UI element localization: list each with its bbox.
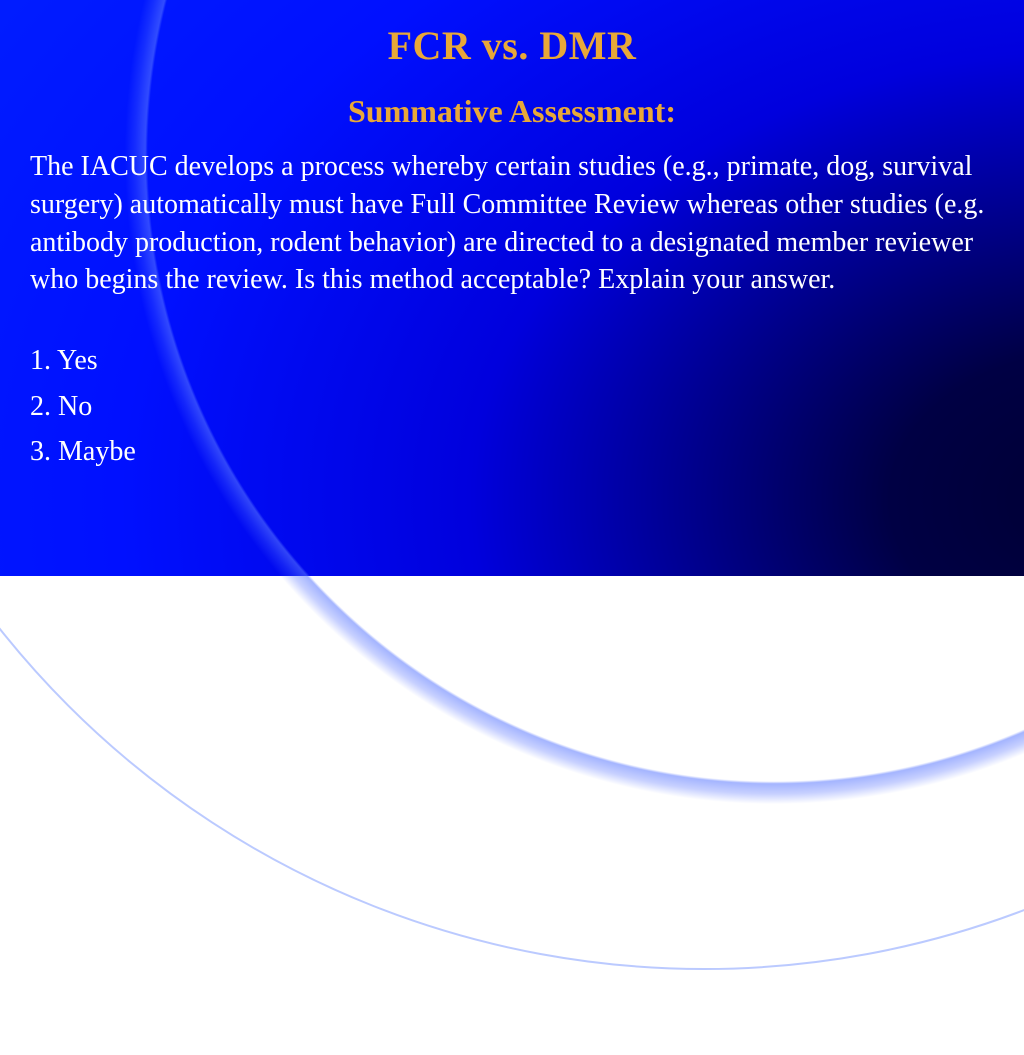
decorative-arc-outer xyxy=(0,0,1024,970)
option-item: 1. Yes xyxy=(30,339,994,382)
answer-options: 1. Yes 2. No 3. Maybe xyxy=(30,339,994,473)
slide-subtitle: Summative Assessment: xyxy=(30,93,994,130)
slide-title: FCR vs. DMR xyxy=(30,22,994,69)
option-item: 3. Maybe xyxy=(30,430,994,473)
slide-container: FCR vs. DMR Summative Assessment: The IA… xyxy=(0,0,1024,576)
question-body: The IACUC develops a process whereby cer… xyxy=(30,148,994,299)
option-item: 2. No xyxy=(30,385,994,428)
